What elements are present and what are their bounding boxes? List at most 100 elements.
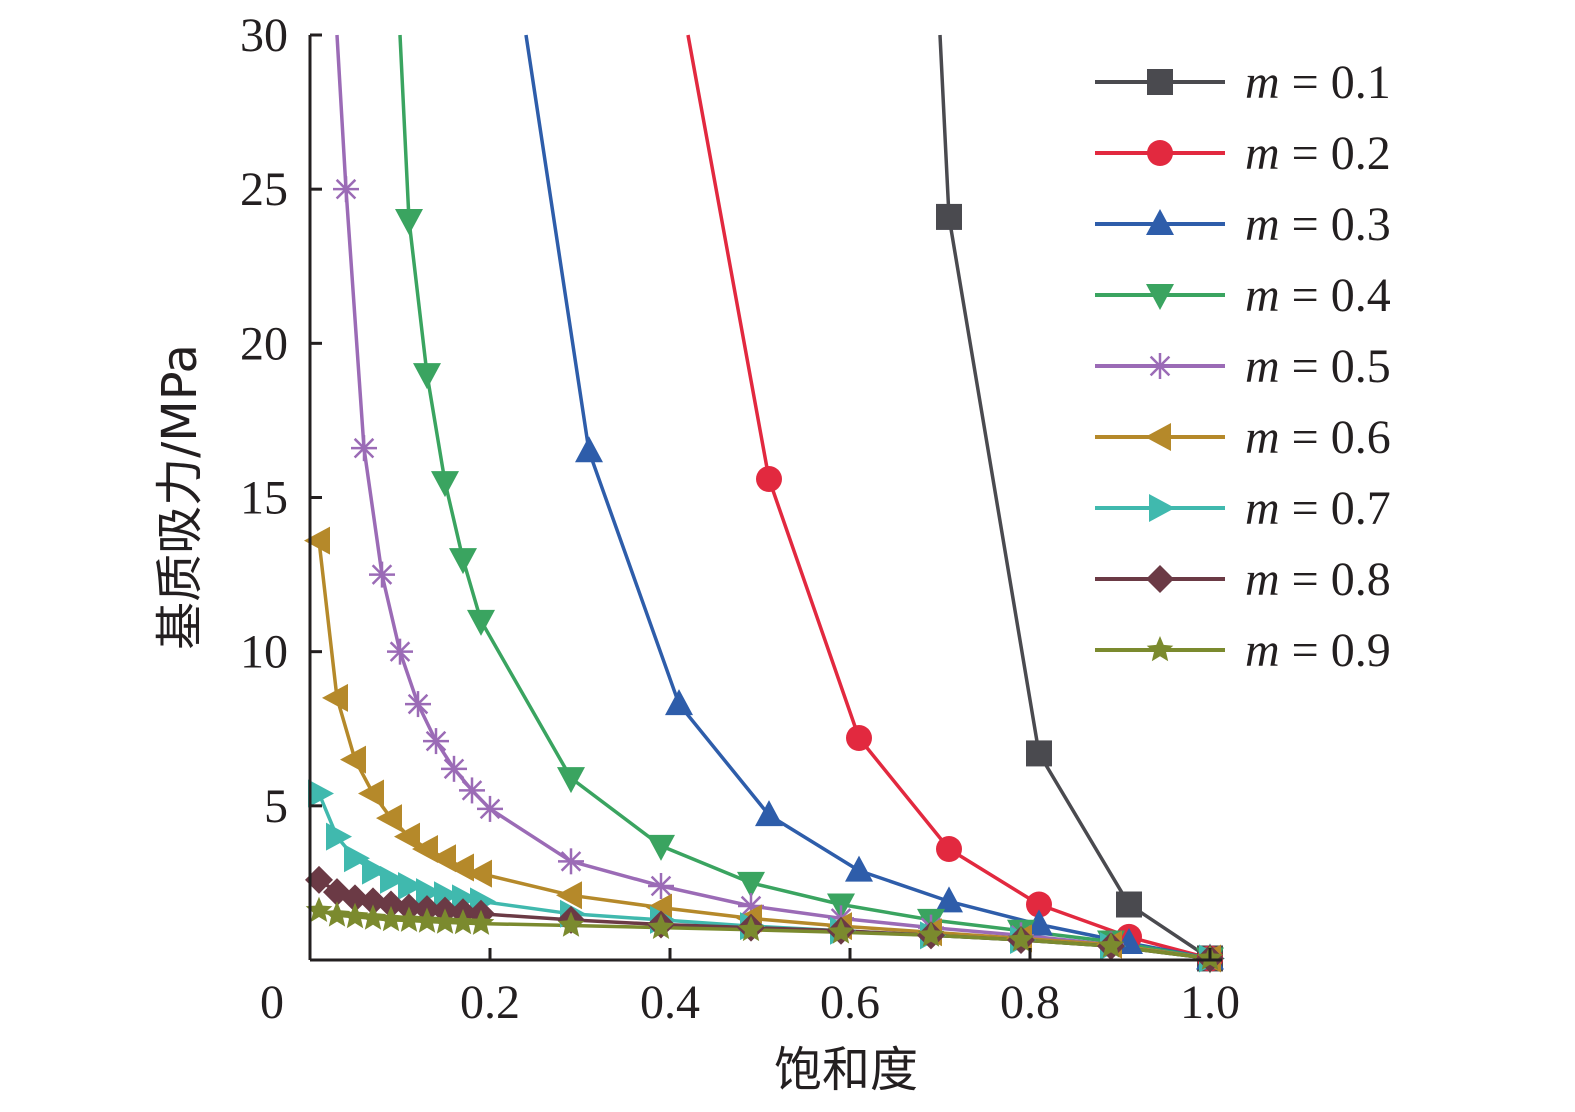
data-point-s9-14 bbox=[827, 918, 855, 944]
data-point-s6-5 bbox=[376, 804, 402, 833]
legend: m = 0.1m = 0.2m = 0.3m = 0.4m = 0.5m = 0… bbox=[1095, 56, 1391, 677]
data-point-s9-9 bbox=[449, 909, 477, 935]
y-tick-label: 15 bbox=[240, 472, 288, 525]
data-point-s2-1 bbox=[756, 466, 782, 492]
legend-variable: m bbox=[1245, 411, 1280, 464]
legend-value: = 0.9 bbox=[1280, 624, 1391, 677]
x-axis-title: 饱和度 bbox=[774, 1042, 918, 1098]
data-point-s8-4 bbox=[359, 887, 387, 916]
y-tick-label: 20 bbox=[240, 317, 288, 370]
data-point-s5-3 bbox=[369, 561, 395, 588]
data-point-s6-6 bbox=[394, 822, 420, 851]
y-tick-label: 5 bbox=[264, 780, 288, 833]
data-point-s3-2 bbox=[665, 689, 693, 716]
data-point-s2-3 bbox=[936, 836, 962, 862]
legend-variable: m bbox=[1245, 56, 1280, 109]
y-tick-label: 10 bbox=[240, 626, 288, 679]
data-point-s3-5 bbox=[935, 886, 963, 913]
legend-marker-8 bbox=[1146, 565, 1174, 593]
data-point-s8-5 bbox=[377, 890, 405, 919]
data-point-s9-10 bbox=[467, 909, 495, 935]
data-point-s5-8 bbox=[459, 777, 485, 804]
legend-label-6: m = 0.6 bbox=[1245, 411, 1391, 464]
data-point-s2-2 bbox=[846, 725, 872, 751]
data-point-s4-7 bbox=[647, 834, 675, 861]
legend-label-5: m = 0.5 bbox=[1245, 340, 1391, 393]
legend-marker-2 bbox=[1147, 140, 1173, 166]
data-point-s9-4 bbox=[359, 904, 387, 930]
data-point-s9-7 bbox=[413, 907, 441, 933]
legend-marker-1 bbox=[1147, 69, 1173, 95]
legend-value: = 0.2 bbox=[1280, 127, 1391, 180]
data-point-s9-6 bbox=[395, 906, 423, 932]
data-point-s4-8 bbox=[737, 871, 765, 898]
legend-value: = 0.4 bbox=[1280, 269, 1391, 322]
data-point-s7-3 bbox=[344, 844, 370, 873]
series-line-1 bbox=[938, 34, 1211, 960]
data-point-s6-11 bbox=[556, 881, 582, 910]
data-point-s5-9 bbox=[477, 795, 503, 822]
data-point-s9-13 bbox=[737, 915, 765, 942]
y-axis-title: 基质吸力/MPa bbox=[152, 344, 208, 650]
data-point-s5-6 bbox=[423, 728, 449, 755]
legend-label-4: m = 0.4 bbox=[1245, 269, 1391, 322]
legend-variable: m bbox=[1245, 624, 1280, 677]
data-point-s5-11 bbox=[648, 873, 674, 899]
data-point-s6-4 bbox=[358, 779, 384, 808]
data-point-s4-4 bbox=[449, 548, 477, 575]
legend-marker-4 bbox=[1146, 284, 1174, 310]
data-point-s7-1 bbox=[308, 779, 334, 808]
legend-label-3: m = 0.3 bbox=[1245, 198, 1391, 251]
legend-marker-6 bbox=[1145, 423, 1171, 451]
data-point-s4-2 bbox=[413, 363, 441, 390]
legend-label-8: m = 0.8 bbox=[1245, 553, 1391, 606]
series-line-4 bbox=[398, 34, 1211, 961]
data-point-s3-4 bbox=[845, 855, 873, 882]
x-tick-label: 0.8 bbox=[1000, 976, 1060, 1029]
data-point-s4-1 bbox=[395, 209, 423, 235]
data-point-s5-4 bbox=[387, 638, 413, 665]
legend-marker-9 bbox=[1146, 636, 1174, 662]
data-point-s9-2 bbox=[323, 901, 351, 927]
legend-value: = 0.5 bbox=[1280, 340, 1391, 393]
data-point-s8-1 bbox=[305, 865, 333, 894]
data-point-s5-10 bbox=[558, 848, 584, 875]
legend-variable: m bbox=[1245, 269, 1280, 322]
data-point-s3-3 bbox=[755, 800, 783, 827]
data-point-s6-9 bbox=[448, 853, 474, 882]
x-tick-label: 1.0 bbox=[1180, 976, 1240, 1029]
legend-label-7: m = 0.7 bbox=[1245, 482, 1391, 535]
data-point-s7-2 bbox=[326, 822, 352, 851]
y-tick-label: 30 bbox=[240, 9, 288, 62]
data-point-s4-3 bbox=[431, 471, 459, 498]
data-point-s5-1 bbox=[333, 176, 359, 203]
data-point-s9-12 bbox=[647, 913, 675, 939]
legend-value: = 0.3 bbox=[1280, 198, 1391, 251]
data-point-s1-1 bbox=[936, 203, 962, 230]
data-point-s7-5 bbox=[380, 865, 406, 894]
legend-variable: m bbox=[1245, 482, 1280, 535]
legend-marker-3 bbox=[1146, 209, 1174, 235]
data-point-s9-1 bbox=[305, 896, 333, 922]
legend-label-9: m = 0.9 bbox=[1245, 624, 1391, 677]
x-tick-label: 0.2 bbox=[460, 976, 520, 1029]
data-point-s9-5 bbox=[377, 905, 405, 932]
legend-marker-7 bbox=[1149, 494, 1175, 522]
data-point-s9-15 bbox=[917, 921, 945, 947]
data-point-s7-6 bbox=[398, 872, 424, 900]
legend-marker-5 bbox=[1147, 353, 1173, 379]
data-point-s6-7 bbox=[412, 835, 438, 863]
data-point-s7-4 bbox=[362, 856, 388, 885]
axis-ticks: 5 10 15 20 25 30 0 0.2 0.4 0.6 0.8 1.0 bbox=[240, 9, 1240, 1029]
legend-variable: m bbox=[1245, 553, 1280, 606]
data-point-s5-5 bbox=[405, 691, 431, 718]
legend-value: = 0.1 bbox=[1280, 56, 1391, 109]
data-point-s6-2 bbox=[322, 683, 348, 712]
legend-value: = 0.8 bbox=[1280, 553, 1391, 606]
data-point-s1-2 bbox=[1026, 740, 1052, 767]
data-point-s3-1 bbox=[575, 436, 603, 463]
data-point-s5-7 bbox=[441, 755, 467, 782]
data-point-s4-6 bbox=[557, 767, 585, 794]
data-point-s8-3 bbox=[341, 884, 369, 913]
